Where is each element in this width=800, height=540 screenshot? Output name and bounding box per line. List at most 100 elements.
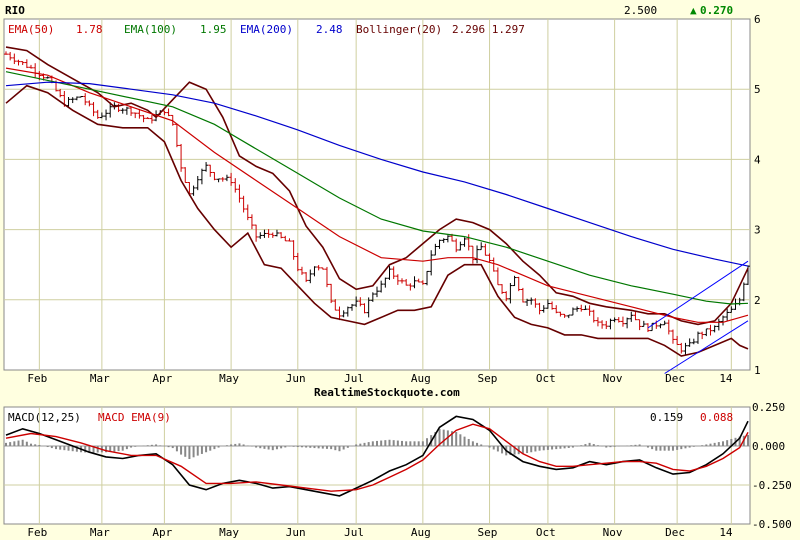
price-bar — [500, 284, 505, 295]
legend-ema100-name: EMA(100) — [124, 23, 177, 36]
price-bar — [679, 342, 684, 354]
price-bar — [629, 311, 634, 322]
price-bar — [266, 229, 271, 238]
price-bar — [141, 115, 146, 123]
macd-x-tick-label: Apr — [152, 526, 172, 539]
price-bar — [333, 299, 338, 311]
price-bar — [370, 292, 375, 302]
price-bar — [641, 320, 646, 327]
price-bar — [516, 276, 521, 292]
price-x-tick-label: May — [219, 372, 239, 385]
price-legend: EMA(50) 1.78 EMA(100) 1.95 EMA(200) 2.48… — [8, 23, 525, 36]
price-bar — [475, 245, 480, 264]
price-x-tick-label: Mar — [90, 372, 110, 385]
price-bar — [20, 61, 25, 66]
price-bar — [287, 238, 292, 242]
macd-x-tick-label: Mar — [90, 526, 110, 539]
price-bar — [304, 272, 309, 283]
price-bar — [391, 266, 396, 279]
price-bar — [345, 306, 350, 317]
change-arrow-icon: ▲ — [690, 4, 697, 17]
price-y-tick-label: 3 — [754, 224, 761, 237]
price-bar — [74, 96, 79, 101]
price-bar — [504, 291, 509, 302]
price-bar — [533, 298, 538, 308]
price-bar — [716, 318, 721, 331]
price-bar — [595, 317, 600, 327]
price-bar — [658, 323, 663, 329]
price-bar — [662, 320, 667, 326]
macd-line — [5, 415, 749, 497]
macd-histogram — [5, 428, 749, 459]
macd-x-tick-label: Aug — [411, 526, 431, 539]
price-bar — [12, 53, 17, 65]
price-bar — [404, 278, 409, 286]
price-bar — [583, 305, 588, 311]
price-bar — [124, 106, 129, 115]
price-bar — [483, 243, 488, 256]
price-bar — [708, 324, 713, 336]
price-bar — [575, 306, 580, 312]
price-bar — [562, 313, 567, 318]
price-bar — [329, 283, 334, 304]
bollinger-upper-band — [5, 46, 749, 326]
price-bar — [700, 331, 705, 340]
price-bar — [291, 240, 296, 260]
macd-x-tick-label: Dec — [665, 526, 685, 539]
price-bar — [429, 250, 434, 276]
price-bar — [104, 109, 109, 121]
price-bar — [224, 174, 229, 182]
price-bar — [545, 299, 550, 309]
macd-x-tick-label: May — [219, 526, 239, 539]
macd-y-tick-label: 0.000 — [752, 440, 785, 453]
price-bar — [650, 322, 655, 332]
price-bar — [695, 331, 700, 344]
price-bar — [254, 224, 259, 242]
price-bar — [312, 266, 317, 277]
price-y-tick-label: 5 — [754, 83, 761, 96]
legend-ema100-value: 1.95 — [200, 23, 227, 36]
price-grid — [4, 19, 750, 370]
price-bar — [729, 306, 734, 313]
price-bar — [579, 304, 584, 312]
price-x-tick-label: 14 — [719, 372, 733, 385]
price-bar — [558, 311, 563, 317]
price-bar — [299, 266, 304, 275]
price-bar — [470, 245, 475, 264]
price-bar — [591, 309, 596, 323]
price-bar — [525, 298, 530, 306]
price-bar — [387, 266, 392, 280]
macd-y-tick-label: -0.500 — [752, 518, 792, 531]
price-bar — [95, 109, 100, 119]
price-bar — [412, 276, 417, 289]
price-bar — [341, 310, 346, 318]
price-bar — [537, 302, 542, 315]
price-bar — [258, 232, 263, 239]
price-panel — [3, 18, 751, 371]
price-bar — [437, 239, 442, 249]
trend-channel-lower — [664, 320, 749, 374]
price-x-tick-label: Sep — [478, 372, 498, 385]
price-bar — [191, 185, 196, 196]
ticker-symbol: RIO — [5, 4, 25, 17]
price-bar — [83, 93, 88, 106]
price-bar — [91, 102, 96, 117]
price-bar — [462, 237, 467, 247]
price-bar — [383, 277, 388, 288]
watermark: RealtimeStockquote.com — [314, 386, 460, 399]
price-bar — [725, 308, 730, 321]
price-bar — [541, 305, 546, 313]
price-bar — [395, 274, 400, 285]
macd-x-tick-label: Jun — [286, 526, 306, 539]
price-bar — [204, 162, 209, 172]
macd-y-tick-label: -0.250 — [752, 479, 792, 492]
price-bar — [408, 283, 413, 291]
price-bar — [79, 95, 84, 98]
ema200-line — [5, 81, 749, 267]
price-y-tick-label: 4 — [754, 153, 761, 166]
price-x-tick-label: Feb — [27, 372, 47, 385]
price-bar — [133, 112, 138, 119]
macd-ema-legend-name: MACD EMA(9) — [98, 411, 171, 424]
price-bar — [687, 338, 692, 347]
macd-signal-line — [5, 423, 749, 492]
